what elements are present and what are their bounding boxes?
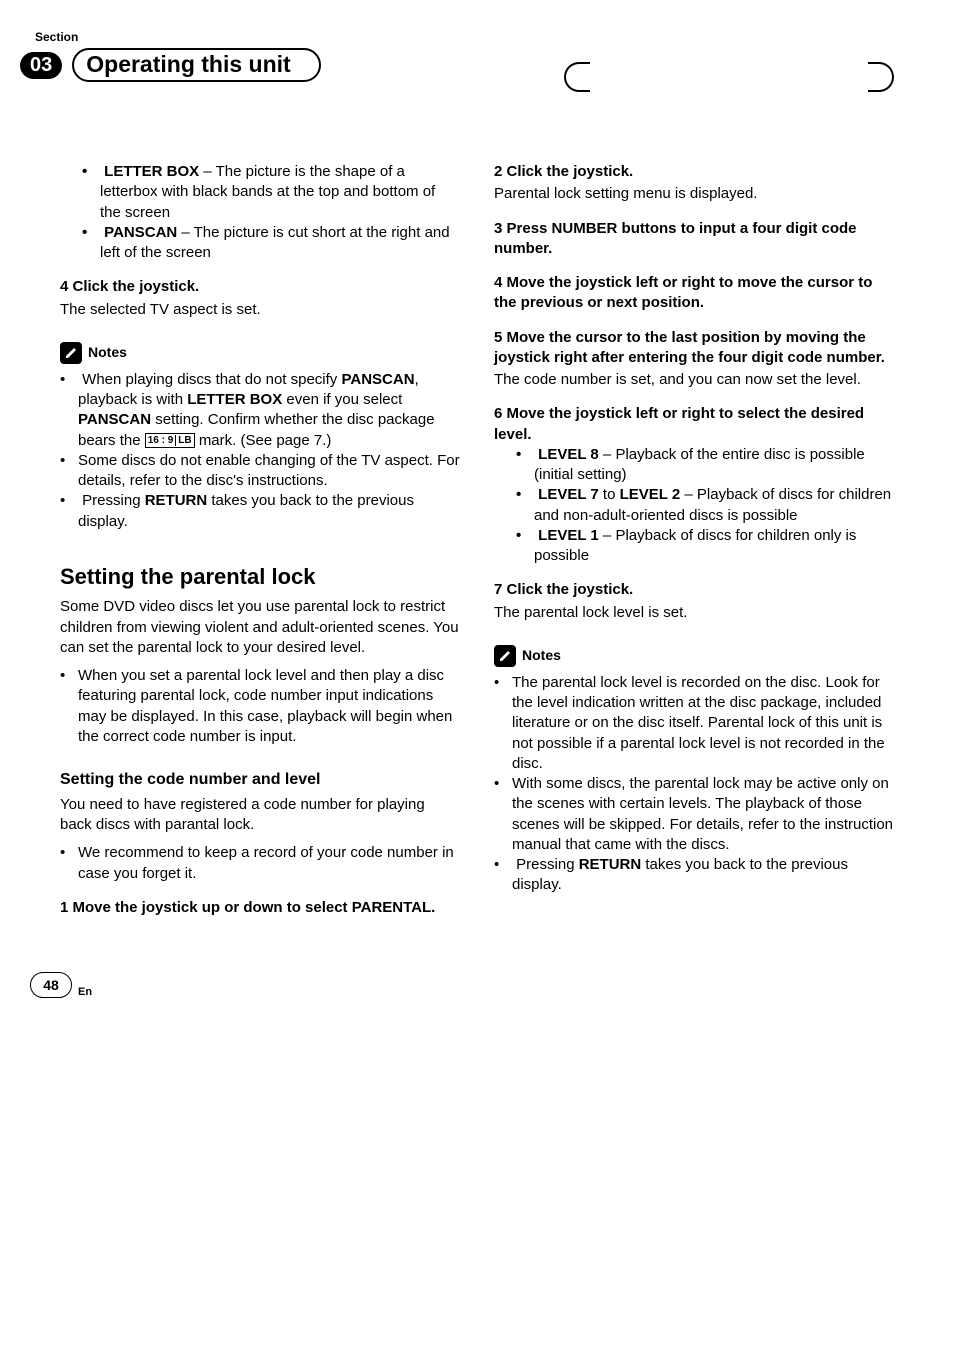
sub-heading: Setting the code number and level xyxy=(60,769,460,791)
notes-list: The parental lock level is recorded on t… xyxy=(494,673,894,896)
list-item: LEVEL 7 to LEVEL 2 – Playback of discs f… xyxy=(534,485,894,526)
body-text: You need to have registered a code numbe… xyxy=(60,795,460,836)
body-text: The code number is set, and you can now … xyxy=(494,370,894,390)
text: even if you select xyxy=(282,391,402,408)
step-heading: 6 Move the joystick left or right to sel… xyxy=(494,404,894,445)
page-number: 48 xyxy=(30,972,72,998)
language-label: En xyxy=(78,986,92,998)
list-item: When playing discs that do not specify P… xyxy=(78,370,460,451)
intro-points: When you set a parental lock level and t… xyxy=(60,666,460,747)
step-heading: 4 Click the joystick. xyxy=(60,277,460,297)
page: Section 03 Operating this unit LETTER BO… xyxy=(0,0,954,1038)
ratio-a: 16 : 9 xyxy=(148,435,174,446)
decorative-pill xyxy=(564,62,894,92)
text: Pressing xyxy=(516,856,579,873)
notes-label: Notes xyxy=(88,343,127,362)
notes-label: Notes xyxy=(522,646,561,665)
section-heading: Setting the parental lock xyxy=(60,562,460,592)
section-label: Section xyxy=(35,30,894,44)
chapter-title-pill: Operating this unit xyxy=(72,48,320,82)
body-text: The parental lock level is set. xyxy=(494,603,894,623)
term: PANSCAN xyxy=(104,224,177,241)
list-item: We recommend to keep a record of your co… xyxy=(78,843,460,884)
body-text: Parental lock setting menu is displayed. xyxy=(494,184,894,204)
section-number-badge: 03 xyxy=(20,52,62,79)
term: LEVEL 8 xyxy=(538,446,599,463)
step-heading: 3 Press NUMBER buttons to input a four d… xyxy=(494,219,894,260)
list-item: The parental lock level is recorded on t… xyxy=(512,673,894,774)
header: Section 03 Operating this unit xyxy=(60,30,894,82)
notes-heading: Notes xyxy=(60,342,460,364)
content-columns: LETTER BOX – The picture is the shape of… xyxy=(60,162,894,918)
text: When playing discs that do not specify xyxy=(82,371,341,388)
list-item: LETTER BOX – The picture is the shape of… xyxy=(100,162,460,223)
body-text: The selected TV aspect is set. xyxy=(60,300,460,320)
step-heading: 2 Click the joystick. xyxy=(494,162,894,182)
term: RETURN xyxy=(579,856,642,873)
term: LETTER BOX xyxy=(104,163,199,180)
term: LEVEL 7 xyxy=(538,486,599,503)
list-item: LEVEL 1 – Playback of discs for children… xyxy=(534,526,894,567)
step-heading: 1 Move the joystick up or down to select… xyxy=(60,898,460,918)
notes-heading: Notes xyxy=(494,645,894,667)
term: LEVEL 1 xyxy=(538,527,599,544)
pencil-icon xyxy=(60,342,82,364)
term: LEVEL 2 xyxy=(620,486,681,503)
ratio-b: LB xyxy=(175,435,191,446)
footer: 48 En xyxy=(60,968,894,998)
term: PANSCAN xyxy=(78,411,151,428)
list-item: LEVEL 8 – Playback of the entire disc is… xyxy=(534,445,894,486)
aspect-list: LETTER BOX – The picture is the shape of… xyxy=(60,162,460,263)
list-item: When you set a parental lock level and t… xyxy=(78,666,460,747)
list-item: Some discs do not enable changing of the… xyxy=(78,451,460,492)
notes-list: When playing discs that do not specify P… xyxy=(60,370,460,532)
term: RETURN xyxy=(145,492,208,509)
left-column: LETTER BOX – The picture is the shape of… xyxy=(60,162,460,918)
right-column: 2 Click the joystick. Parental lock sett… xyxy=(494,162,894,918)
code-points: We recommend to keep a record of your co… xyxy=(60,843,460,884)
pencil-icon xyxy=(494,645,516,667)
chapter-title: Operating this unit xyxy=(86,51,290,77)
term: LETTER BOX xyxy=(187,391,282,408)
list-item: Pressing RETURN takes you back to the pr… xyxy=(78,491,460,532)
level-list: LEVEL 8 – Playback of the entire disc is… xyxy=(494,445,894,567)
step-heading: 7 Click the joystick. xyxy=(494,580,894,600)
step-heading: 5 Move the cursor to the last position b… xyxy=(494,328,894,369)
step-heading: 4 Move the joystick left or right to mov… xyxy=(494,273,894,314)
text: mark. (See page 7.) xyxy=(199,432,332,449)
term: PANSCAN xyxy=(341,371,414,388)
body-text: Some DVD video discs let you use parenta… xyxy=(60,597,460,658)
text: Pressing xyxy=(82,492,145,509)
aspect-ratio-mark: 16 : 9LB xyxy=(145,433,195,449)
list-item: Pressing RETURN takes you back to the pr… xyxy=(512,855,894,896)
list-item: PANSCAN – The picture is cut short at th… xyxy=(100,223,460,264)
text: to xyxy=(599,486,620,503)
list-item: With some discs, the parental lock may b… xyxy=(512,774,894,855)
